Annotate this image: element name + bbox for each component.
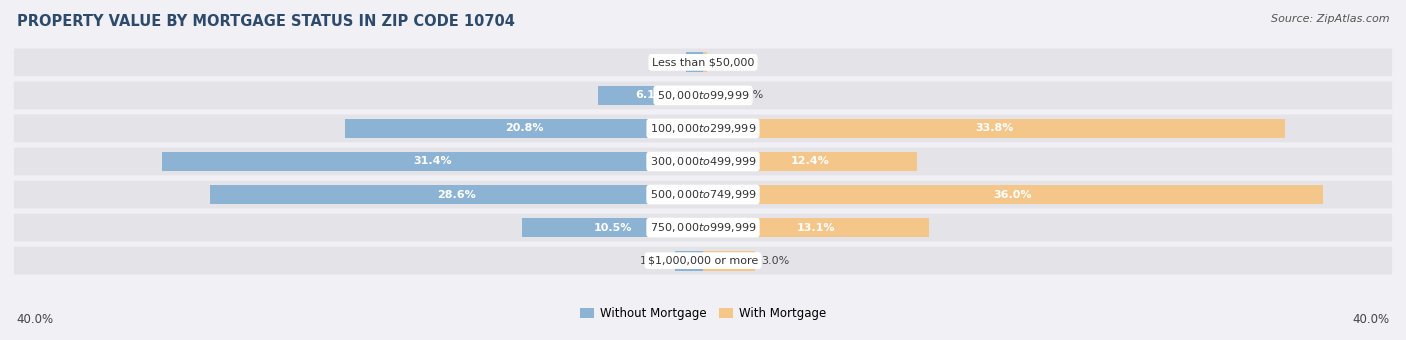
- Text: 6.1%: 6.1%: [636, 90, 666, 100]
- Bar: [703, 251, 755, 271]
- FancyBboxPatch shape: [14, 247, 1392, 274]
- Text: 36.0%: 36.0%: [994, 189, 1032, 200]
- FancyBboxPatch shape: [14, 82, 1392, 109]
- Text: $100,000 to $299,999: $100,000 to $299,999: [650, 122, 756, 135]
- Text: 10.5%: 10.5%: [593, 223, 631, 233]
- Bar: [703, 218, 928, 238]
- FancyBboxPatch shape: [14, 115, 1392, 142]
- Text: 20.8%: 20.8%: [505, 123, 543, 134]
- Text: 31.4%: 31.4%: [413, 156, 451, 167]
- Text: 0.23%: 0.23%: [714, 57, 749, 67]
- Text: 1.6%: 1.6%: [640, 256, 669, 266]
- Bar: [598, 85, 703, 105]
- Text: 40.0%: 40.0%: [17, 313, 53, 326]
- Text: $1,000,000 or more: $1,000,000 or more: [648, 256, 758, 266]
- Text: 13.1%: 13.1%: [797, 223, 835, 233]
- Text: $50,000 to $99,999: $50,000 to $99,999: [657, 89, 749, 102]
- Bar: [211, 185, 703, 204]
- Bar: [703, 185, 1323, 204]
- Text: Less than $50,000: Less than $50,000: [652, 57, 754, 67]
- Text: Source: ZipAtlas.com: Source: ZipAtlas.com: [1271, 14, 1389, 23]
- Bar: [686, 52, 703, 72]
- Bar: [703, 119, 1285, 138]
- Bar: [703, 152, 917, 171]
- Text: 28.6%: 28.6%: [437, 189, 477, 200]
- Legend: Without Mortgage, With Mortgage: Without Mortgage, With Mortgage: [575, 302, 831, 324]
- Text: 1.5%: 1.5%: [735, 90, 763, 100]
- Text: 40.0%: 40.0%: [1353, 313, 1389, 326]
- FancyBboxPatch shape: [14, 214, 1392, 241]
- Text: 33.8%: 33.8%: [974, 123, 1014, 134]
- Bar: [703, 85, 728, 105]
- Text: 3.0%: 3.0%: [762, 256, 790, 266]
- Bar: [675, 251, 703, 271]
- Bar: [522, 218, 703, 238]
- Text: PROPERTY VALUE BY MORTGAGE STATUS IN ZIP CODE 10704: PROPERTY VALUE BY MORTGAGE STATUS IN ZIP…: [17, 14, 515, 29]
- Bar: [344, 119, 703, 138]
- Text: $500,000 to $749,999: $500,000 to $749,999: [650, 188, 756, 201]
- Bar: [703, 52, 707, 72]
- FancyBboxPatch shape: [14, 49, 1392, 76]
- Text: $300,000 to $499,999: $300,000 to $499,999: [650, 155, 756, 168]
- Text: 12.4%: 12.4%: [790, 156, 830, 167]
- FancyBboxPatch shape: [14, 181, 1392, 208]
- FancyBboxPatch shape: [14, 148, 1392, 175]
- Text: 1.0%: 1.0%: [651, 57, 679, 67]
- Text: $750,000 to $999,999: $750,000 to $999,999: [650, 221, 756, 234]
- Bar: [162, 152, 703, 171]
